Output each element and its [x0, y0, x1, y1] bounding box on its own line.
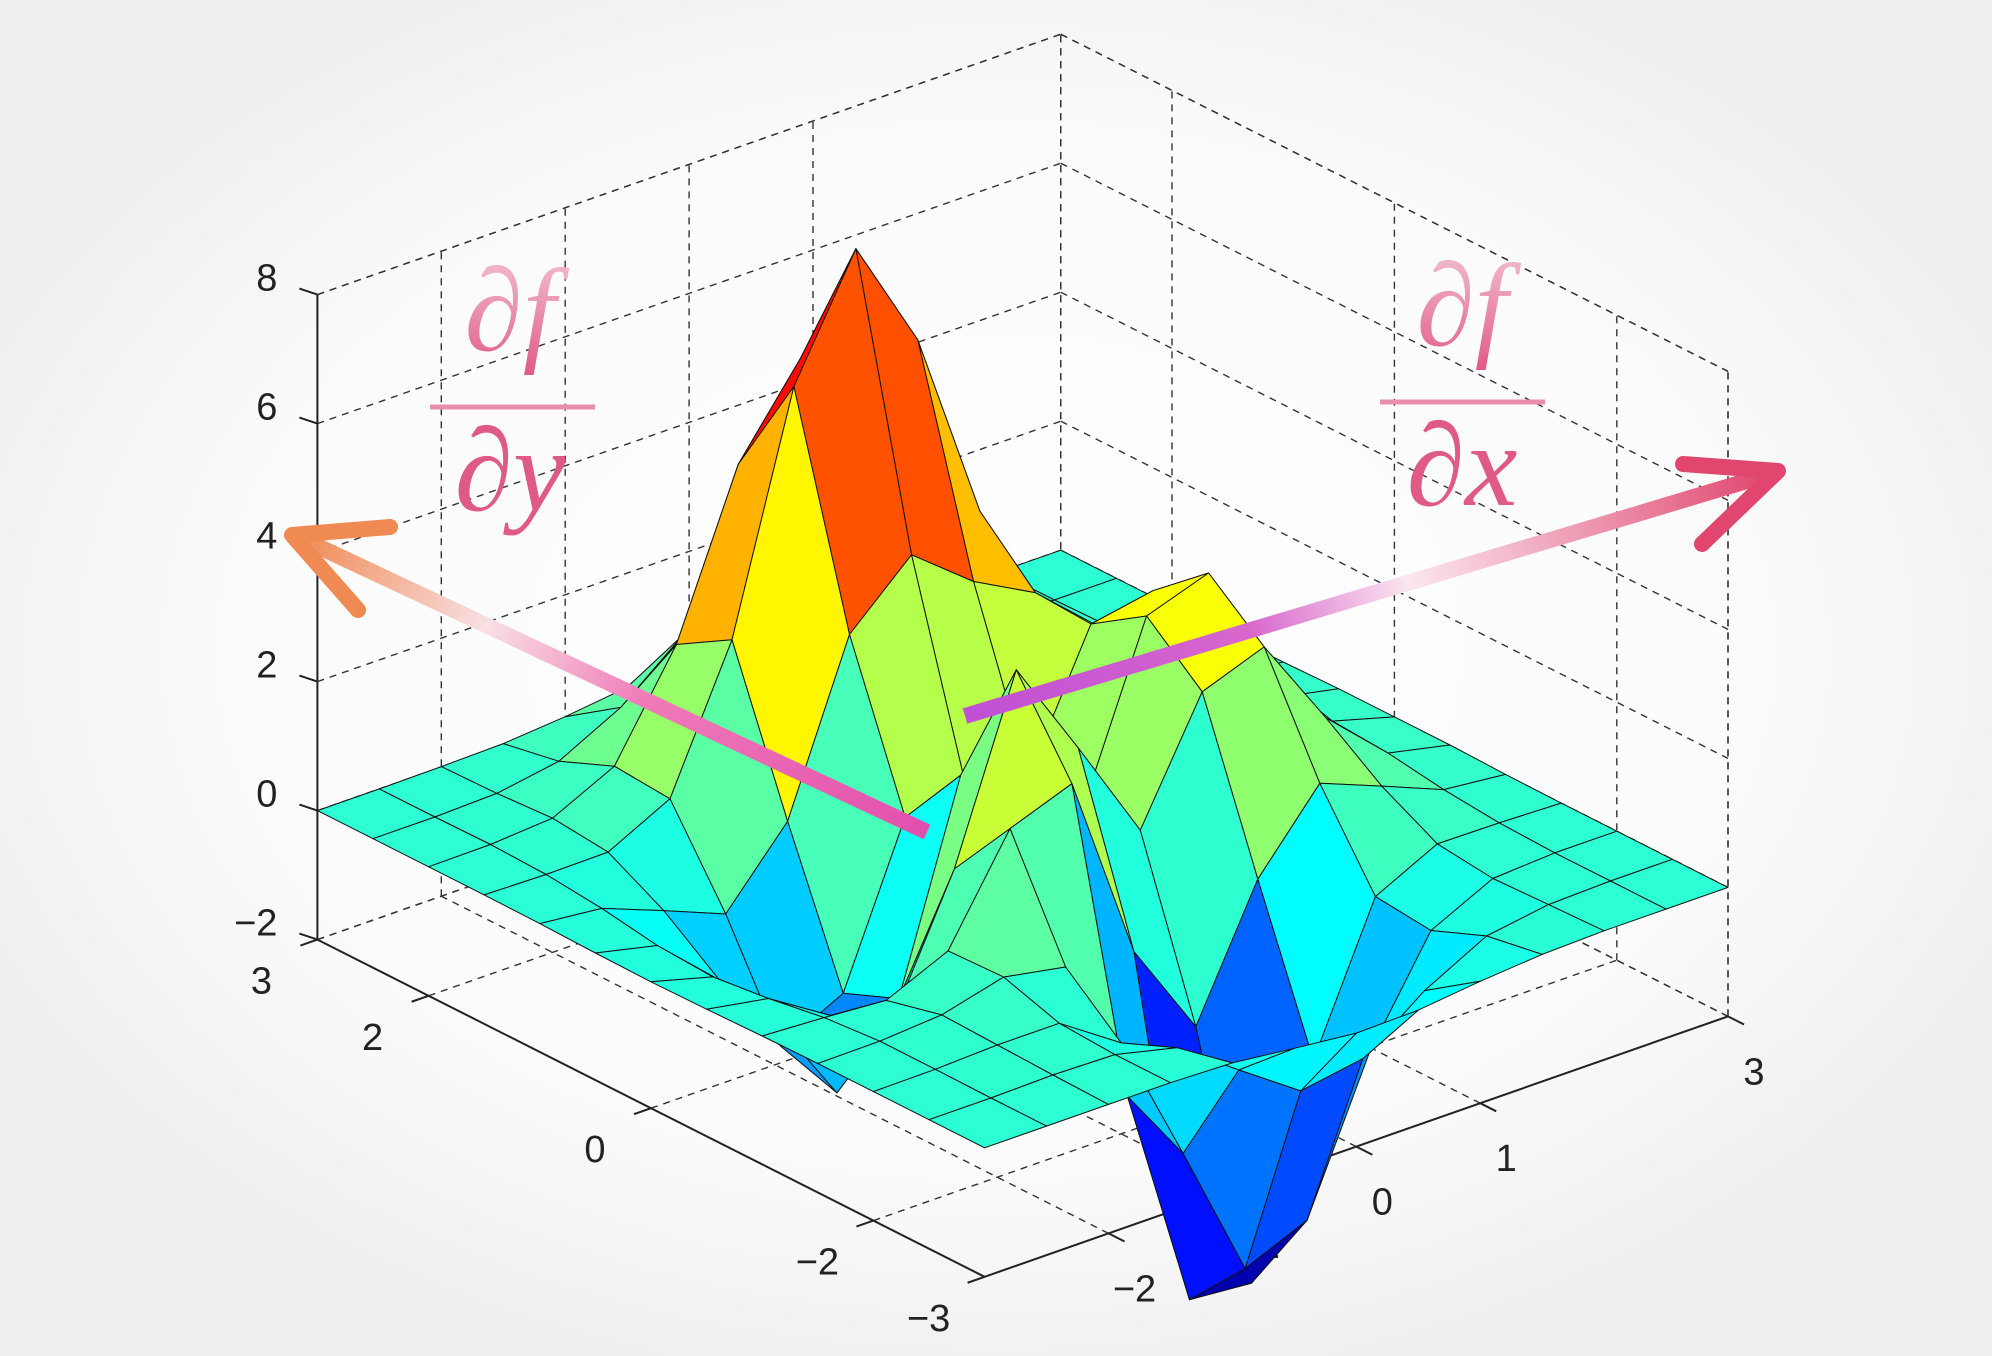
arrow-head [284, 519, 398, 618]
fraction-df-dy: ∂f ∂y [430, 245, 595, 536]
z-tick-label: 0 [256, 774, 277, 816]
z-tick [299, 932, 318, 941]
arrow-head [1675, 456, 1786, 552]
y-tick [300, 938, 318, 947]
grid-line [317, 291, 1062, 554]
x-tick [1355, 1145, 1373, 1156]
y-tick [411, 994, 429, 1003]
y-tick [856, 1219, 874, 1228]
surface-face [928, 1097, 1047, 1149]
y-tick [967, 1275, 985, 1284]
z-tick [299, 803, 318, 812]
box-edge [317, 33, 1062, 296]
y-tick-label: −3 [907, 1298, 950, 1340]
grid-line [317, 162, 1062, 425]
z-tick-label: 6 [256, 387, 277, 429]
fraction-denominator: ∂y [455, 405, 566, 536]
fraction-denominator: ∂x [1407, 400, 1518, 531]
x-tick [1727, 1015, 1745, 1026]
z-tick-label: 8 [256, 258, 277, 300]
x-tick-label: 1 [1496, 1138, 1517, 1180]
y-tick-label: 2 [362, 1017, 383, 1059]
fraction-df-dx: ∂f ∂x [1380, 240, 1545, 531]
fraction-numerator: ∂f [1416, 240, 1521, 371]
y-tick [633, 1107, 652, 1116]
arrow-df-dx [962, 456, 1786, 724]
y-tick-label: 0 [584, 1129, 605, 1171]
x-tick [1108, 1232, 1126, 1243]
fraction-numerator: ∂f [464, 245, 569, 376]
x-tick-label: −2 [1113, 1268, 1156, 1310]
z-tick [299, 416, 318, 425]
arrow-shaft [962, 466, 1773, 724]
z-tick [299, 287, 318, 296]
z-tick-label: −2 [234, 903, 277, 945]
arrow-df-dy [284, 519, 931, 840]
z-tick-label: 2 [256, 645, 277, 687]
y-tick-label: −2 [796, 1242, 839, 1284]
x-tick [1479, 1102, 1497, 1113]
x-tick-label: 3 [1743, 1051, 1764, 1093]
arrow-shaft [294, 529, 931, 840]
x-tick-label: 0 [1372, 1182, 1393, 1224]
surface [316, 248, 1729, 1301]
z-tick [299, 674, 318, 683]
y-tick-label: 3 [251, 961, 272, 1003]
z-tick-label: 4 [256, 516, 277, 558]
